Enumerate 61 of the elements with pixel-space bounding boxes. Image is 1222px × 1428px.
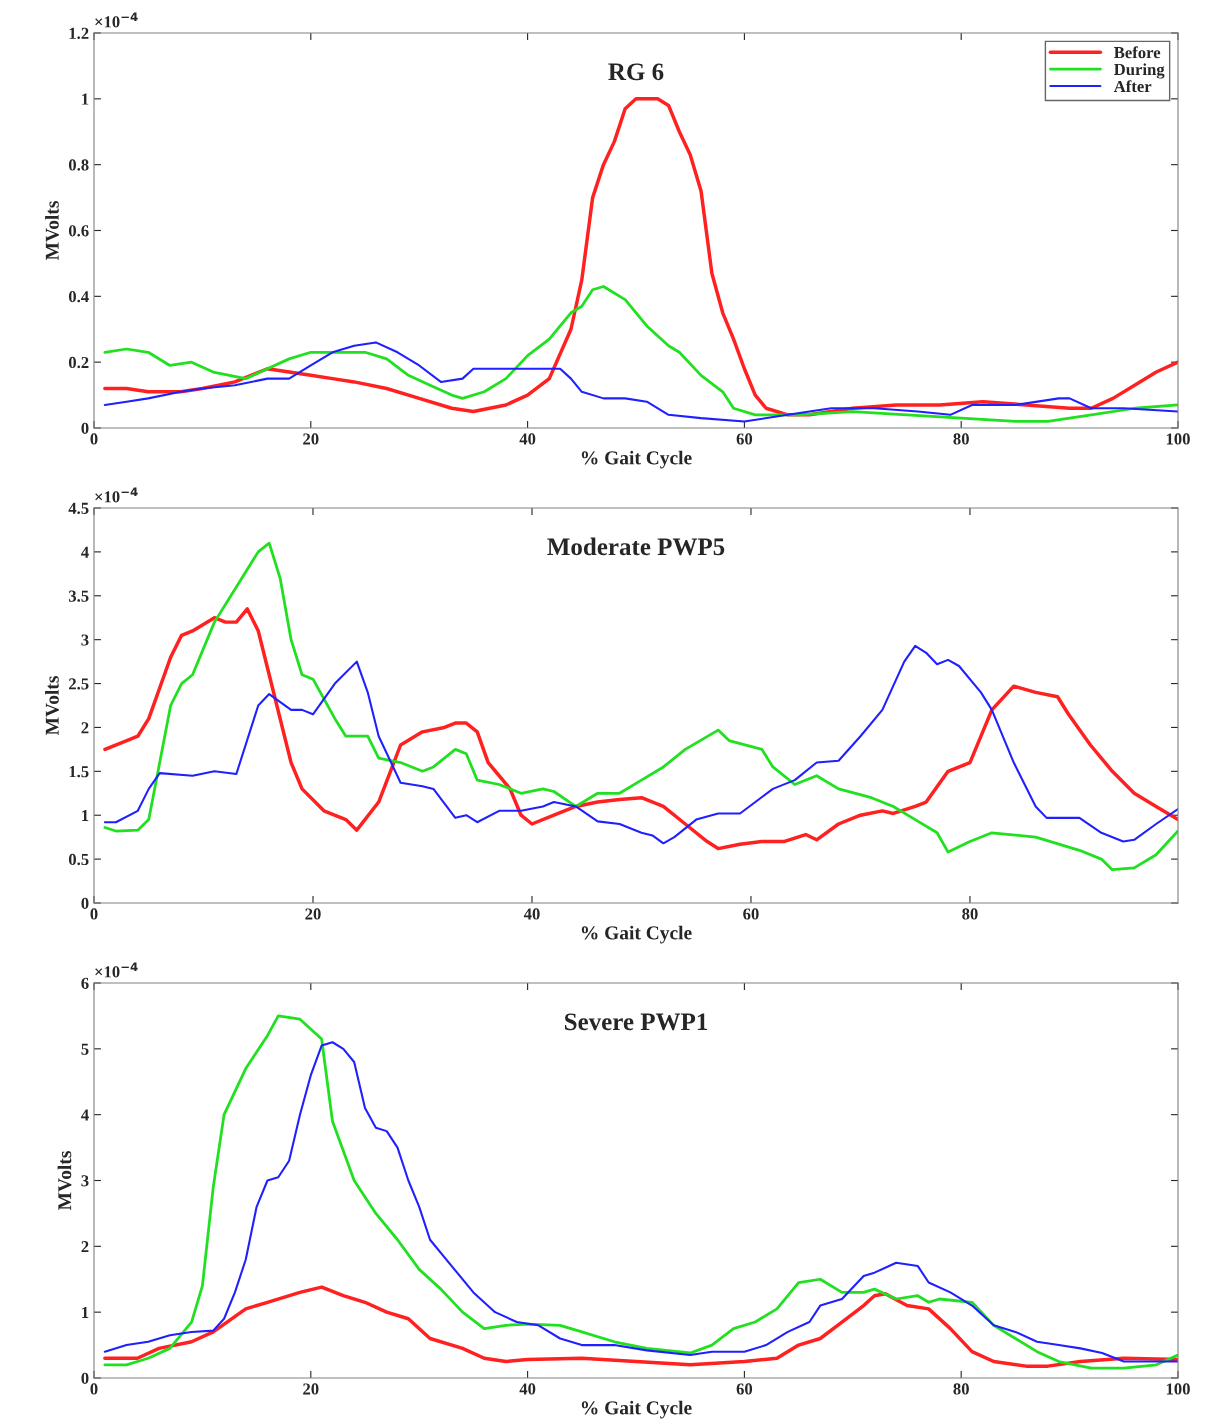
y-tick-label: 2.5 bbox=[69, 678, 89, 690]
text: RG 6 bbox=[608, 63, 664, 81]
y-tick-label: 0 bbox=[81, 422, 89, 434]
legend-label: During bbox=[1114, 63, 1165, 79]
y-tick-label: 0.6 bbox=[68, 225, 89, 237]
legend-label: Before bbox=[1114, 46, 1161, 59]
x-tick-label: 40 bbox=[519, 1383, 536, 1395]
y-tick-label: 3 bbox=[81, 1175, 89, 1187]
y-tick-label: 0.2 bbox=[68, 356, 89, 369]
x-tick-label: 20 bbox=[305, 908, 321, 920]
x-tick-label: 40 bbox=[523, 908, 540, 920]
line-series bbox=[103, 341, 1178, 423]
x-tick-label: 20 bbox=[303, 1383, 319, 1395]
y-tick-label: 0.4 bbox=[68, 291, 89, 303]
text: Moderate PWP5 bbox=[547, 537, 725, 556]
y-tick-label: 1 bbox=[82, 810, 89, 821]
y-axis-title: MVolts bbox=[57, 1151, 72, 1211]
y-tick-label: 3 bbox=[81, 634, 89, 646]
x-tick-label: 0 bbox=[90, 433, 98, 445]
x-tick-label: 0 bbox=[90, 1383, 98, 1395]
x-tick-label: 100 bbox=[1166, 1383, 1190, 1395]
x-tick-label: 100 bbox=[1166, 433, 1190, 445]
y-tick-label: 4 bbox=[81, 546, 89, 558]
x-tick-label: 0 bbox=[90, 908, 98, 920]
line-series bbox=[103, 607, 1178, 851]
line-series bbox=[103, 644, 1178, 845]
y-tick-label: 1 bbox=[82, 1306, 89, 1318]
y-tick-label: 1.2 bbox=[69, 27, 89, 40]
x-tick-label: 60 bbox=[743, 908, 759, 920]
text: ×10$^{−4}$ bbox=[95, 487, 138, 503]
y-tick-label: 5 bbox=[81, 1043, 89, 1055]
x-tick-label: 60 bbox=[736, 433, 753, 445]
x-tick-label: 20 bbox=[303, 433, 319, 445]
y-tick-label: 0 bbox=[81, 1372, 89, 1384]
text: ×10$^{−4}$ bbox=[95, 962, 138, 978]
x-tick-label: 60 bbox=[736, 1383, 753, 1395]
y-tick-label: 2 bbox=[81, 1241, 89, 1253]
y-tick-label: 4.5 bbox=[68, 502, 89, 515]
x-tick-label: 80 bbox=[953, 1383, 969, 1395]
x-tick-label: 80 bbox=[962, 908, 978, 920]
y-tick-label: 1.5 bbox=[69, 766, 89, 778]
y-tick-label: 6 bbox=[81, 977, 89, 989]
y-tick-label: 3.5 bbox=[68, 590, 89, 602]
x-axis-title: % Gait Cycle bbox=[581, 1400, 692, 1419]
y-axis-title: MVolts bbox=[45, 201, 59, 261]
x-tick-label: 40 bbox=[519, 433, 536, 445]
y-tick-label: 1 bbox=[82, 93, 89, 105]
y-axis-title: MVolts bbox=[45, 676, 59, 736]
y-tick-label: 4 bbox=[81, 1109, 89, 1121]
y-tick-label: 0.5 bbox=[68, 853, 89, 866]
text: Severe PWP1 bbox=[565, 1013, 708, 1031]
text: ×10$^{−4}$ bbox=[95, 12, 138, 28]
legend-label: After bbox=[1113, 80, 1152, 93]
line-series bbox=[103, 285, 1178, 423]
x-tick-label: 80 bbox=[953, 433, 969, 445]
y-tick-label: 0 bbox=[81, 897, 89, 909]
x-axis-title: % Gait Cycle bbox=[581, 450, 692, 469]
x-axis-title: % Gait Cycle bbox=[581, 925, 692, 944]
line-series bbox=[103, 1285, 1178, 1368]
y-tick-label: 0.8 bbox=[68, 159, 89, 171]
y-tick-label: 2 bbox=[81, 722, 89, 734]
